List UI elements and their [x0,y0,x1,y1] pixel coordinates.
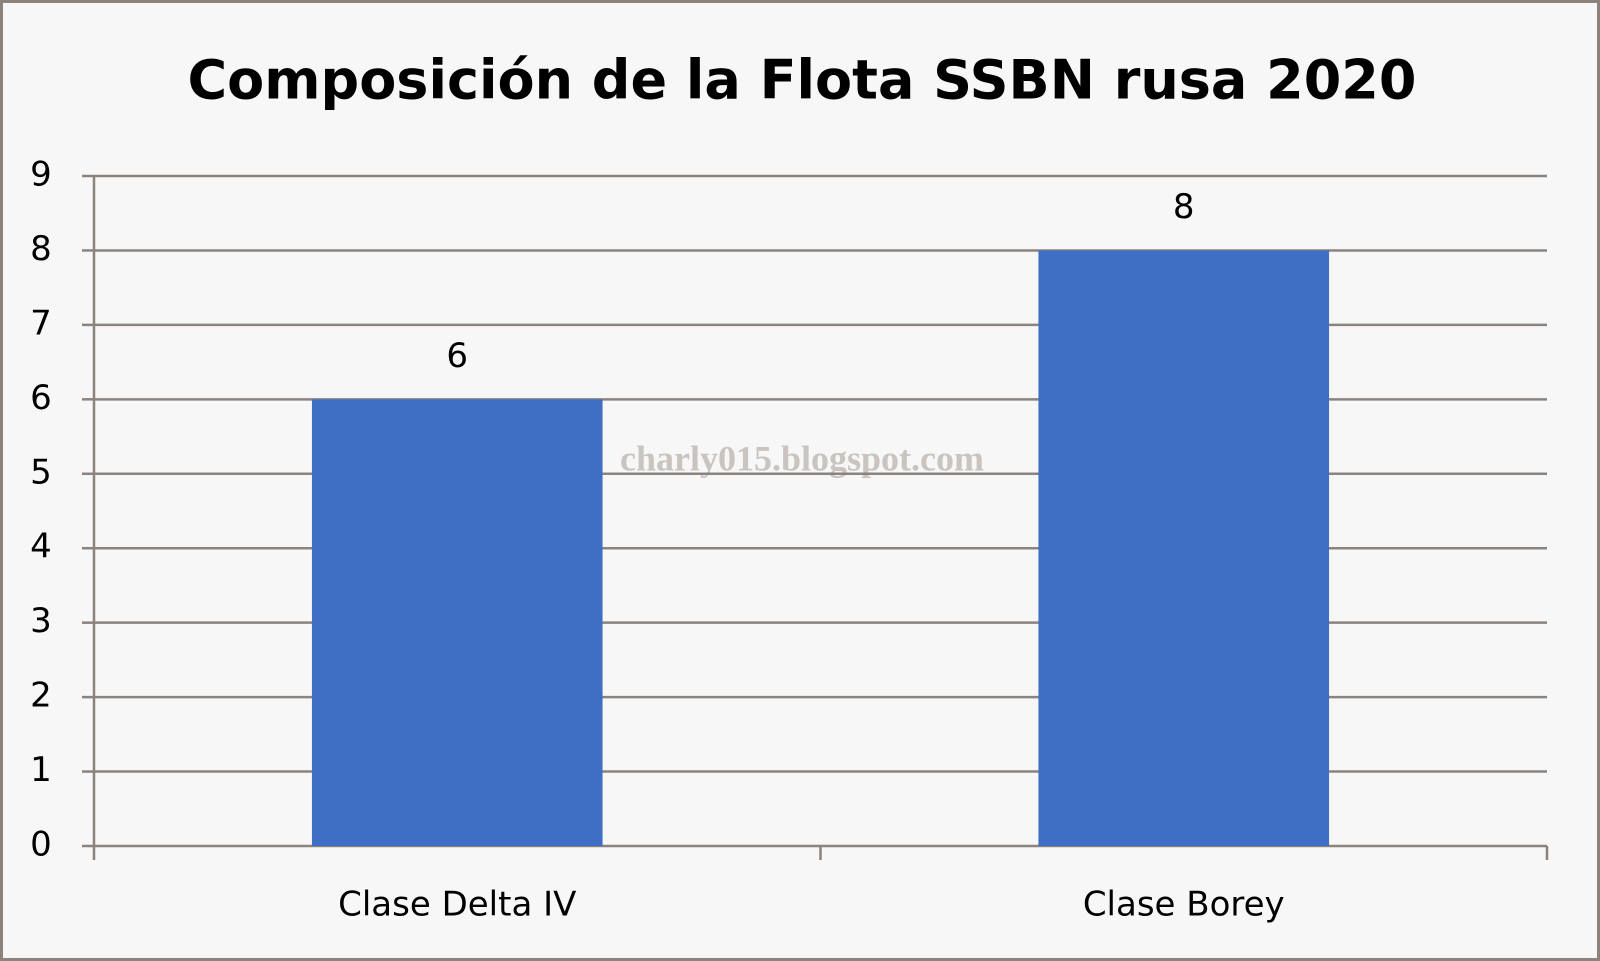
chart-title: Composición de la Flota SSBN rusa 2020 [188,49,1417,112]
watermark: charly015.blogspot.com [620,438,984,478]
y-tick-label: 3 [30,601,52,641]
y-tick-label: 6 [30,378,52,418]
y-tick-label: 5 [30,452,52,492]
y-tick-label: 9 [30,155,52,195]
bar [1038,250,1330,846]
value-label: 8 [1173,187,1195,227]
y-tick-label: 8 [30,229,52,269]
y-tick-label: 7 [30,303,52,343]
value-label: 6 [446,336,468,376]
bar [311,399,603,846]
y-tick-label: 1 [30,750,52,790]
y-tick-label: 0 [30,825,52,865]
x-tick-label: Clase Borey [1083,885,1285,925]
y-tick-label: 4 [30,527,52,567]
x-tick-label: Clase Delta IV [338,885,576,925]
y-tick-label: 2 [30,676,52,716]
